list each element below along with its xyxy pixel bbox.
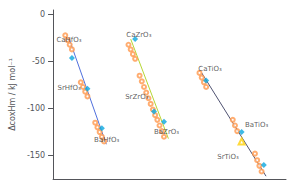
- svg-text:SrHfO₃: SrHfO₃: [57, 84, 81, 92]
- svg-text:CaHfO₃: CaHfO₃: [56, 36, 81, 44]
- svg-text:CaTiO₃: CaTiO₃: [198, 65, 222, 73]
- svg-text:ΔcoxHm / kJ mol⁻¹: ΔcoxHm / kJ mol⁻¹: [8, 58, 17, 131]
- svg-text:SrTiO₃: SrTiO₃: [217, 153, 239, 161]
- svg-text:-150: -150: [27, 151, 45, 160]
- svg-text:BaZrO₃: BaZrO₃: [154, 128, 179, 136]
- svg-text:0: 0: [40, 10, 45, 19]
- svg-text:BaTiO₃: BaTiO₃: [245, 121, 269, 129]
- svg-text:CaZrO₃: CaZrO₃: [126, 31, 151, 39]
- svg-text:SrZrO₃: SrZrO₃: [125, 93, 149, 101]
- svg-text:-50: -50: [32, 57, 45, 66]
- svg-text:BaHfO₃: BaHfO₃: [94, 136, 119, 144]
- svg-text:-100: -100: [27, 104, 45, 113]
